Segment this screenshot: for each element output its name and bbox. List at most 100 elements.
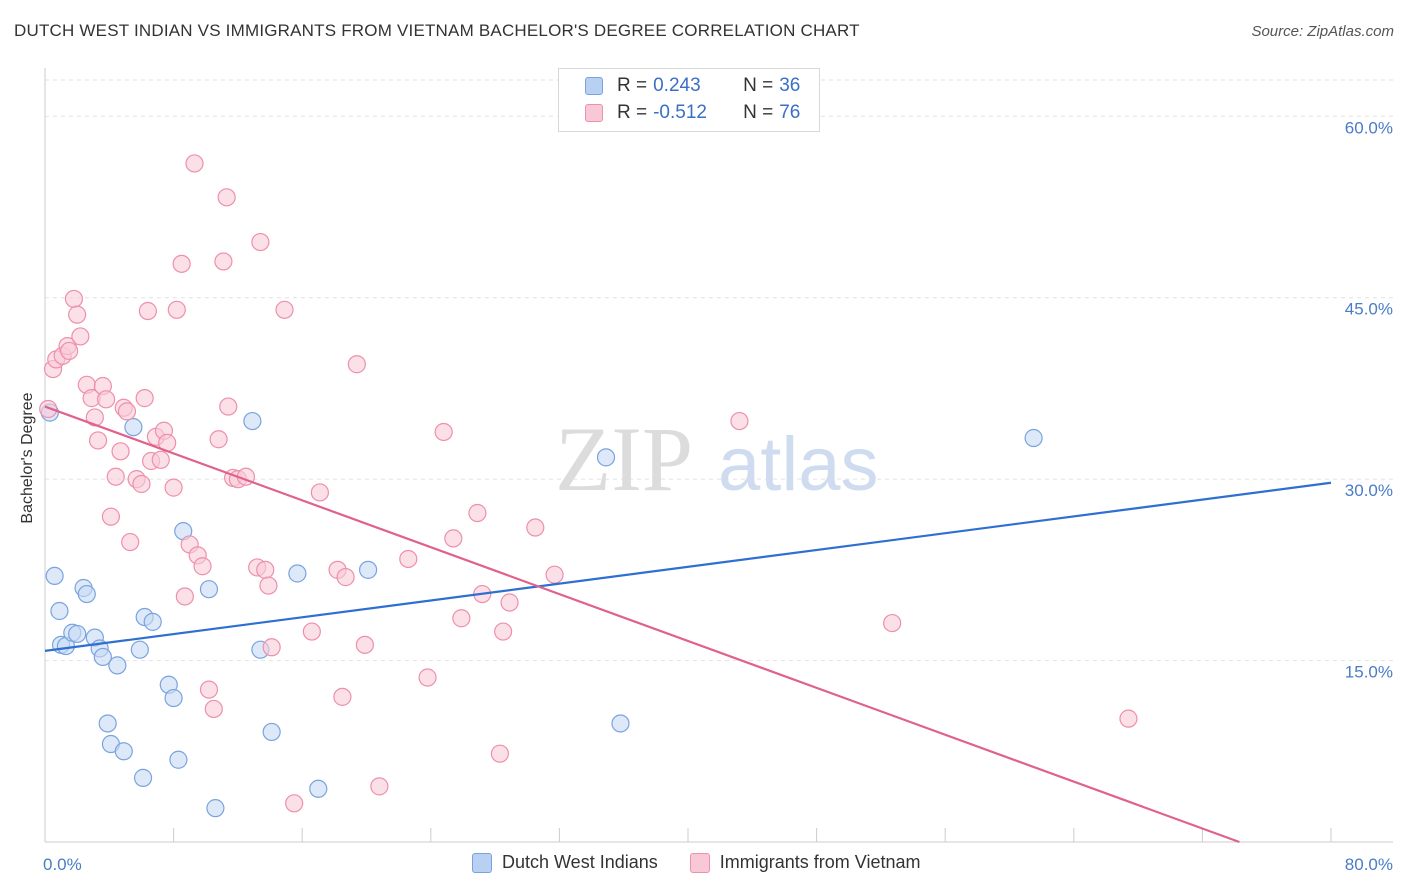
legend-row-vietnam: R = -0.512 N = 76 xyxy=(585,101,800,125)
point-immigrants-vietnam xyxy=(883,613,902,633)
point-immigrants-vietnam xyxy=(106,467,125,486)
point-immigrants-vietnam xyxy=(452,609,471,628)
legend-swatch-vietnam xyxy=(585,104,603,122)
trend-lines xyxy=(44,405,1332,844)
point-immigrants-vietnam xyxy=(444,529,463,548)
point-dutch-west-indians xyxy=(359,560,378,579)
chart-title: DUTCH WEST INDIAN VS IMMIGRANTS FROM VIE… xyxy=(14,21,860,40)
point-immigrants-vietnam xyxy=(121,532,140,552)
y-axis-label: Bachelor's Degree xyxy=(19,392,36,523)
point-immigrants-vietnam xyxy=(545,565,564,584)
y-tick-label: 45.0% xyxy=(1345,300,1393,319)
point-dutch-west-indians xyxy=(68,624,87,644)
r-value: 0.243 xyxy=(653,75,701,96)
r-value: -0.512 xyxy=(653,102,707,123)
point-dutch-west-indians xyxy=(243,411,262,431)
point-immigrants-vietnam xyxy=(71,327,90,346)
point-dutch-west-indians xyxy=(1024,428,1043,448)
point-dutch-west-indians xyxy=(130,640,149,659)
point-immigrants-vietnam xyxy=(219,397,238,416)
point-dutch-west-indians xyxy=(93,647,112,667)
series-legend-dutch[interactable]: Dutch West Indians xyxy=(472,852,658,873)
point-immigrants-vietnam xyxy=(132,474,151,494)
point-dutch-west-indians xyxy=(288,564,307,583)
point-dutch-west-indians xyxy=(45,566,64,586)
point-immigrants-vietnam xyxy=(39,399,58,419)
point-immigrants-vietnam xyxy=(285,794,304,813)
trend-line-vietnam xyxy=(44,405,1240,844)
point-immigrants-vietnam xyxy=(135,389,154,408)
point-dutch-west-indians xyxy=(611,714,630,733)
axes xyxy=(44,68,1393,843)
point-dutch-west-indians xyxy=(262,722,281,742)
point-dutch-west-indians xyxy=(596,448,616,467)
point-dutch-west-indians xyxy=(77,584,96,604)
point-immigrants-vietnam xyxy=(151,450,170,469)
point-dutch-west-indians xyxy=(199,580,219,599)
y-tick-label: 30.0% xyxy=(1345,481,1393,500)
x-tick-label: 80.0% xyxy=(1345,855,1393,874)
watermark-atlas: atlas xyxy=(718,422,879,507)
point-immigrants-vietnam xyxy=(370,777,389,796)
n-label: N = xyxy=(743,102,774,123)
legend-swatch-dutch xyxy=(585,77,603,95)
point-immigrants-vietnam xyxy=(336,568,355,587)
trend-line-dutch xyxy=(44,481,1332,652)
point-immigrants-vietnam xyxy=(434,422,453,442)
grid-lines xyxy=(45,79,1393,662)
data-points xyxy=(39,154,1138,818)
point-dutch-west-indians xyxy=(309,779,328,798)
point-immigrants-vietnam xyxy=(85,408,104,427)
point-immigrants-vietnam xyxy=(302,622,321,641)
point-immigrants-vietnam xyxy=(111,442,130,461)
point-immigrants-vietnam xyxy=(101,507,121,526)
point-immigrants-vietnam xyxy=(347,355,366,374)
point-immigrants-vietnam xyxy=(193,557,212,576)
point-immigrants-vietnam xyxy=(494,622,513,641)
point-immigrants-vietnam xyxy=(68,305,87,324)
point-immigrants-vietnam xyxy=(526,518,545,537)
watermark-zip: ZIP xyxy=(555,408,693,510)
point-immigrants-vietnam xyxy=(204,699,223,719)
point-immigrants-vietnam xyxy=(214,252,233,271)
chart-source: Source: ZipAtlas.com xyxy=(1251,23,1394,40)
point-dutch-west-indians xyxy=(169,750,188,769)
point-immigrants-vietnam xyxy=(399,549,418,569)
point-dutch-west-indians xyxy=(143,612,162,631)
series-legend: Dutch West Indians Immigrants from Vietn… xyxy=(472,852,952,873)
point-immigrants-vietnam xyxy=(468,503,487,523)
point-immigrants-vietnam xyxy=(418,668,437,687)
n-value: 76 xyxy=(779,102,801,123)
point-immigrants-vietnam xyxy=(209,430,228,449)
point-immigrants-vietnam xyxy=(164,478,183,497)
series-legend-vietnam[interactable]: Immigrants from Vietnam xyxy=(689,852,920,873)
point-immigrants-vietnam xyxy=(138,301,157,321)
point-immigrants-vietnam xyxy=(310,483,329,502)
y-tick-label: 60.0% xyxy=(1345,118,1393,137)
point-immigrants-vietnam xyxy=(730,411,749,431)
point-immigrants-vietnam xyxy=(172,254,191,273)
point-immigrants-vietnam xyxy=(217,188,236,207)
tick-labels: 15.0% 30.0% 45.0% 60.0% 0.0% 80.0% xyxy=(43,118,1393,874)
point-immigrants-vietnam xyxy=(275,300,294,319)
point-dutch-west-indians xyxy=(206,799,225,818)
point-dutch-west-indians xyxy=(108,656,127,675)
point-immigrants-vietnam xyxy=(96,390,116,409)
point-dutch-west-indians xyxy=(114,742,133,761)
point-immigrants-vietnam xyxy=(88,431,108,450)
point-immigrants-vietnam xyxy=(1119,709,1138,728)
n-label: N = xyxy=(743,75,774,96)
point-dutch-west-indians xyxy=(50,601,69,621)
n-value: 36 xyxy=(779,75,801,96)
point-immigrants-vietnam xyxy=(185,154,204,173)
y-tick-label: 15.0% xyxy=(1345,663,1393,682)
point-immigrants-vietnam xyxy=(333,687,352,706)
legend-row-dutch: R = 0.243 N = 36 xyxy=(585,74,800,98)
point-immigrants-vietnam xyxy=(117,402,137,421)
point-immigrants-vietnam xyxy=(251,232,270,252)
r-label: R = xyxy=(617,75,648,96)
point-immigrants-vietnam xyxy=(490,744,510,763)
watermark: ZIP atlas xyxy=(555,408,879,510)
point-immigrants-vietnam xyxy=(500,593,519,612)
